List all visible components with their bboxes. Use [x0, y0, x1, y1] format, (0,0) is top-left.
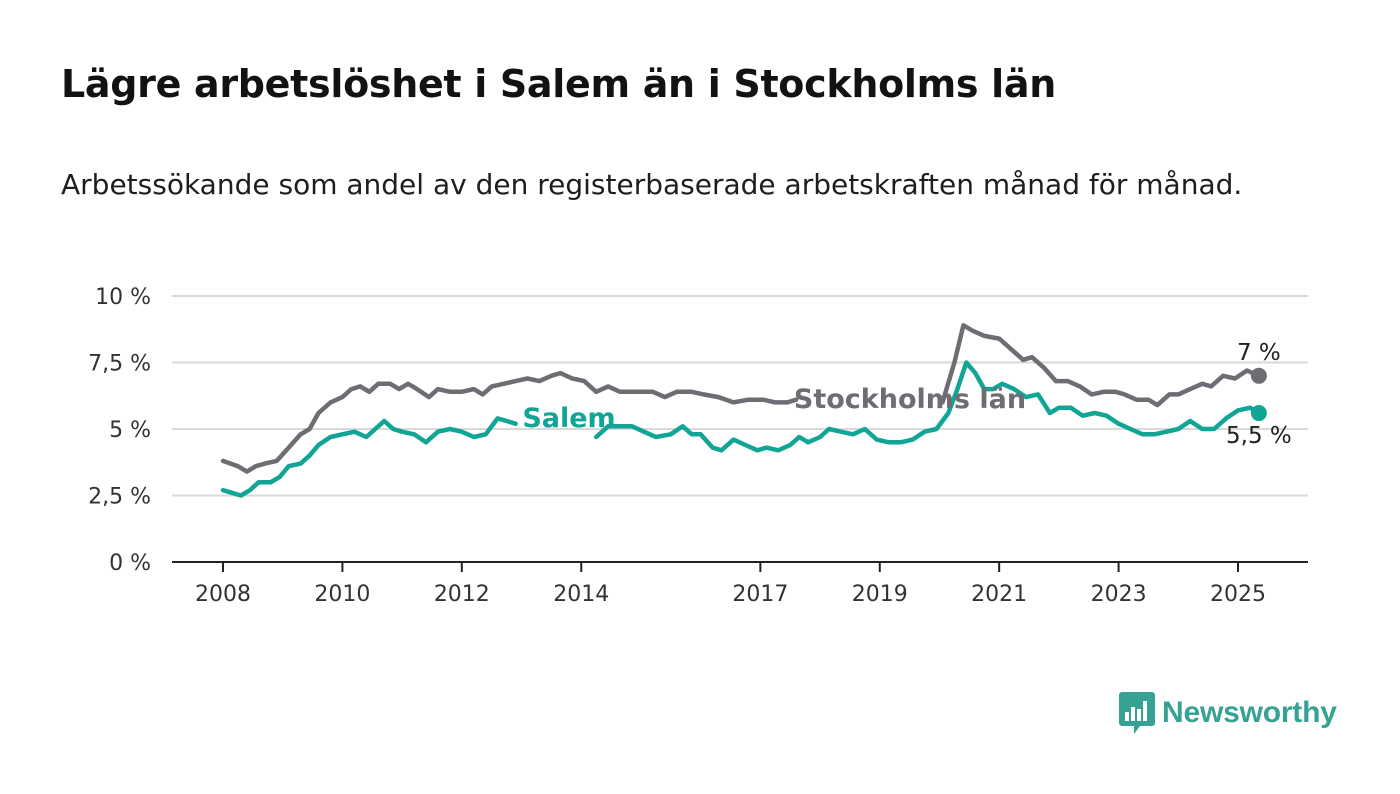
x-tick-label: 2025	[1210, 582, 1266, 607]
x-tick-label: 2010	[314, 582, 370, 607]
newsworthy-logo-text: Newsworthy	[1162, 696, 1337, 729]
series-line-stockholm	[940, 323, 1262, 408]
grid-lines	[172, 295, 1308, 497]
x-tick-label: 2021	[971, 582, 1027, 607]
end-marker-salem	[1250, 405, 1267, 422]
newsworthy-logo: Newsworthy	[1118, 690, 1337, 736]
end-marker-stockholm	[1250, 367, 1267, 384]
series-labels: Stockholms län Salem 7 % 5,5 %	[522, 340, 1291, 449]
series-line-salem	[220, 416, 518, 498]
x-tick-label: 2014	[553, 582, 609, 607]
x-tick-label: 2023	[1091, 582, 1147, 607]
x-tick-label: 2019	[852, 582, 908, 607]
series-label-salem: Salem	[522, 403, 615, 434]
y-axis: 0 % 2,5 % 5 % 7,5 % 10 %	[88, 285, 151, 576]
y-tick-label: 7,5 %	[88, 352, 151, 377]
x-axis: 2008 2010 2012 2014 2017 2019 2021 2023 2025	[172, 561, 1308, 607]
x-tick-label: 2008	[195, 582, 251, 607]
y-tick-label: 2,5 %	[88, 485, 151, 510]
y-tick-label: 0 %	[109, 551, 151, 576]
newsworthy-logo-icon	[1119, 692, 1155, 734]
chart-subtitle: Arbetssökande som andel av den registerb…	[61, 168, 1243, 201]
series-line-salem	[593, 360, 1262, 453]
x-tick-label: 2017	[732, 582, 788, 607]
end-label-salem: 5,5 %	[1226, 423, 1292, 449]
line-chart: 0 % 2,5 % 5 % 7,5 % 10 % 2008 2010 2012 2014 201…	[88, 285, 1308, 607]
series-label-stockholm: Stockholms län	[794, 384, 1026, 415]
chart-title: Lägre arbetslöshet i Salem än i Stockhol…	[61, 62, 1056, 106]
y-tick-label: 5 %	[109, 418, 151, 443]
end-label-stockholm: 7 %	[1237, 340, 1281, 366]
series-line-stockholm	[220, 370, 799, 474]
y-tick-label: 10 %	[95, 285, 151, 310]
x-tick-label: 2012	[434, 582, 490, 607]
series-lines	[220, 323, 1267, 498]
